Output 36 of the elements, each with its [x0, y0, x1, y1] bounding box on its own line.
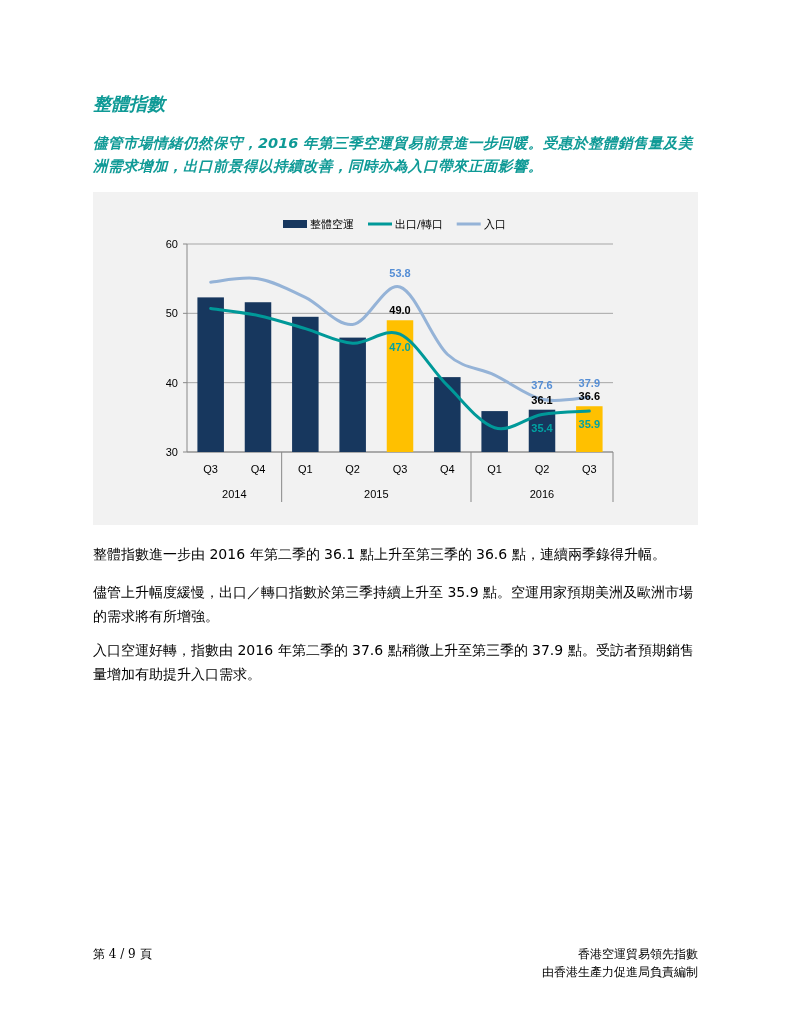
y-tick-label: 30 [165, 446, 178, 458]
legend-label: 整體空運 [310, 218, 354, 231]
x-tick-label: Q3 [203, 463, 219, 475]
chart-title: 整體指數 [93, 92, 165, 116]
x-tick-label: Q4 [250, 463, 266, 475]
text: 香港空運貿易領先指數 [578, 946, 698, 963]
x-tick-label: Q2 [534, 463, 550, 475]
text: 2014 [222, 488, 247, 500]
legend-label: 出口/轉口 [395, 218, 443, 231]
text: 2015 [364, 488, 389, 500]
x-tick-label: Q4 [439, 463, 455, 475]
text: 入口空運好轉，指數由 2016 年第二季的 37.6 點稍微上升至第三季的 37.9 點。受訪者預期銷售量增加有助提升入口需求。 [93, 641, 695, 684]
x-tick-label: Q3 [392, 463, 408, 475]
y-tick-label: 50 [165, 307, 178, 320]
chart-subtitle: 儘管市場情緒仍然保守，2016 年第三季空運貿易前景進一步回暖。受惠於整體銷售量及美洲需求增加，出口前景得以持續改善，同時亦為入口帶來正面影響。 [93, 134, 695, 176]
legend-label: 入口 [483, 218, 506, 231]
data-label: 37.6 [531, 379, 553, 392]
text: 2016 [529, 488, 555, 500]
data-label: 35.4 [531, 421, 554, 434]
data-label: 47.0 [389, 341, 411, 354]
text: 儘管上升幅度緩慢，出口／轉口指數於第三季持續上升至 35.9 點。空運用家預期美洲及歐洲市場的需求將有所增強。 [93, 583, 695, 626]
x-tick-label: Q1 [487, 463, 503, 475]
data-label: 53.8 [389, 266, 411, 279]
x-tick-label: Q1 [297, 463, 313, 475]
text: 整體指數進一步由 2016 年第二季的 36.1 點上升至第三季的 36.6 點，連續兩季錄得升幅。 [93, 545, 667, 564]
data-label: 37.9 [578, 377, 601, 390]
y-tick-label: 40 [165, 376, 178, 389]
x-tick-label: Q3 [581, 463, 597, 475]
data-label: 49.0 [389, 304, 411, 317]
data-label: 36.1 [531, 393, 553, 406]
x-tick-label: Q2 [345, 463, 361, 475]
y-tick-label: 60 [165, 238, 178, 250]
data-label: 36.6 [578, 390, 601, 403]
text: 第 4 / 9 頁 [93, 946, 152, 963]
text: 由香港生產力促進局負責編制 [542, 964, 698, 981]
data-label: 35.9 [578, 418, 601, 431]
